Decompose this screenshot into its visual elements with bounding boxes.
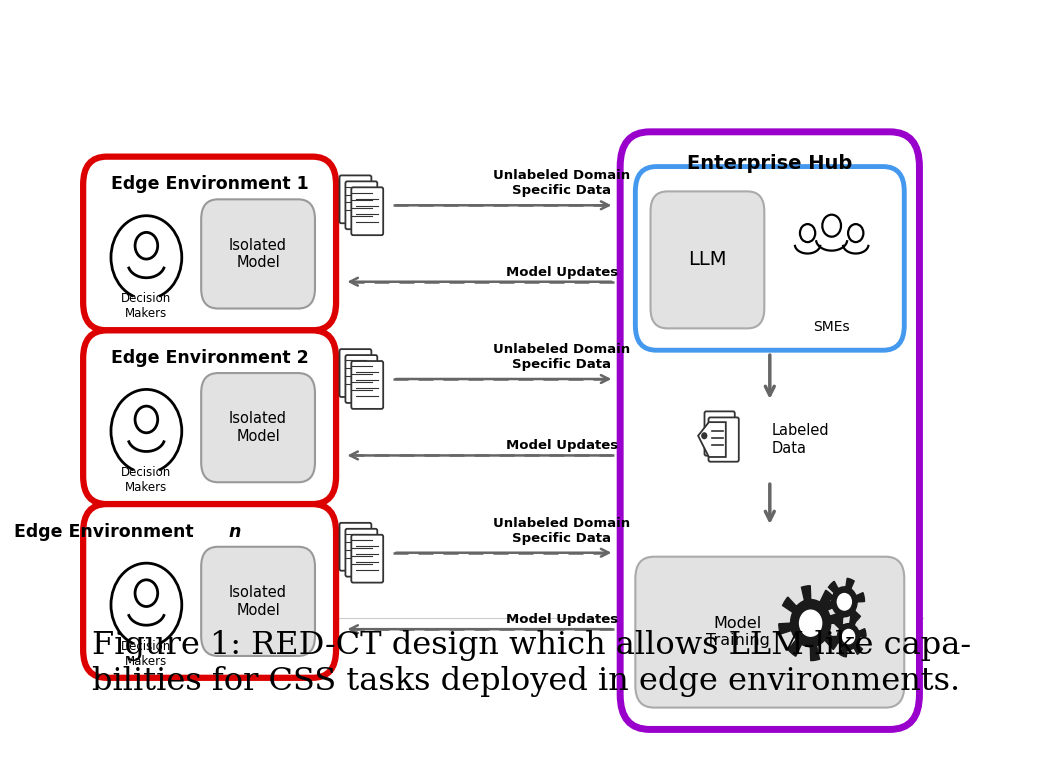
Polygon shape <box>129 268 164 301</box>
Text: Edge Environment 2: Edge Environment 2 <box>110 349 308 367</box>
Text: Labeled
Data: Labeled Data <box>772 423 829 456</box>
Polygon shape <box>816 241 847 266</box>
Text: Decision
Makers: Decision Makers <box>121 466 172 494</box>
Circle shape <box>111 563 181 647</box>
Polygon shape <box>832 616 866 657</box>
Text: Isolated
Model: Isolated Model <box>229 238 288 270</box>
Polygon shape <box>698 422 726 457</box>
FancyBboxPatch shape <box>340 523 371 571</box>
FancyBboxPatch shape <box>620 131 919 730</box>
Text: Decision
Makers: Decision Makers <box>121 293 172 321</box>
Circle shape <box>111 389 181 473</box>
Circle shape <box>135 406 157 432</box>
Text: Isolated
Model: Isolated Model <box>229 585 288 618</box>
Circle shape <box>799 610 822 636</box>
FancyBboxPatch shape <box>201 373 315 483</box>
FancyBboxPatch shape <box>650 192 765 328</box>
Text: Model Updates: Model Updates <box>505 266 618 279</box>
Polygon shape <box>824 578 865 625</box>
FancyBboxPatch shape <box>351 535 383 583</box>
Text: SMEs: SMEs <box>814 320 850 334</box>
Circle shape <box>135 233 157 259</box>
FancyBboxPatch shape <box>201 546 315 656</box>
FancyBboxPatch shape <box>709 417 739 461</box>
Text: Enterprise Hub: Enterprise Hub <box>687 154 852 173</box>
FancyBboxPatch shape <box>345 529 377 577</box>
FancyBboxPatch shape <box>201 199 315 309</box>
FancyBboxPatch shape <box>636 556 904 708</box>
FancyBboxPatch shape <box>704 411 735 456</box>
Text: Decision
Makers: Decision Makers <box>121 640 172 668</box>
Circle shape <box>822 214 841 236</box>
Text: Edge Environment 1: Edge Environment 1 <box>110 176 308 194</box>
Circle shape <box>135 580 157 606</box>
FancyBboxPatch shape <box>351 187 383 235</box>
Text: n: n <box>228 523 241 541</box>
Text: Figure 1: RED-CT design which allows LLM-like capa-
bilities for CSS tasks deplo: Figure 1: RED-CT design which allows LLM… <box>92 630 971 697</box>
Polygon shape <box>129 442 164 475</box>
Text: Unlabeled Domain
Specific Data: Unlabeled Domain Specific Data <box>493 169 630 198</box>
Text: LLM: LLM <box>688 250 726 269</box>
FancyBboxPatch shape <box>83 157 337 331</box>
Circle shape <box>838 594 851 610</box>
FancyBboxPatch shape <box>340 349 371 397</box>
Text: Isolated
Model: Isolated Model <box>229 411 288 444</box>
Text: Unlabeled Domain
Specific Data: Unlabeled Domain Specific Data <box>493 517 630 545</box>
FancyBboxPatch shape <box>345 182 377 230</box>
FancyBboxPatch shape <box>351 361 383 409</box>
Circle shape <box>800 224 815 242</box>
Text: Unlabeled Domain
Specific Data: Unlabeled Domain Specific Data <box>493 343 630 371</box>
Text: Model
Training: Model Training <box>705 616 769 648</box>
Text: Edge Environment: Edge Environment <box>14 523 199 541</box>
Polygon shape <box>843 246 868 266</box>
Polygon shape <box>778 586 842 660</box>
Circle shape <box>111 216 181 299</box>
Text: Model Updates: Model Updates <box>505 439 618 452</box>
FancyBboxPatch shape <box>345 355 377 403</box>
Circle shape <box>702 433 706 439</box>
Text: Model Updates: Model Updates <box>505 613 618 626</box>
Circle shape <box>843 629 854 644</box>
FancyBboxPatch shape <box>636 166 904 350</box>
Circle shape <box>848 224 864 242</box>
FancyBboxPatch shape <box>340 176 371 223</box>
Polygon shape <box>795 246 820 266</box>
FancyBboxPatch shape <box>83 504 337 678</box>
FancyBboxPatch shape <box>83 331 337 504</box>
Polygon shape <box>129 616 164 648</box>
